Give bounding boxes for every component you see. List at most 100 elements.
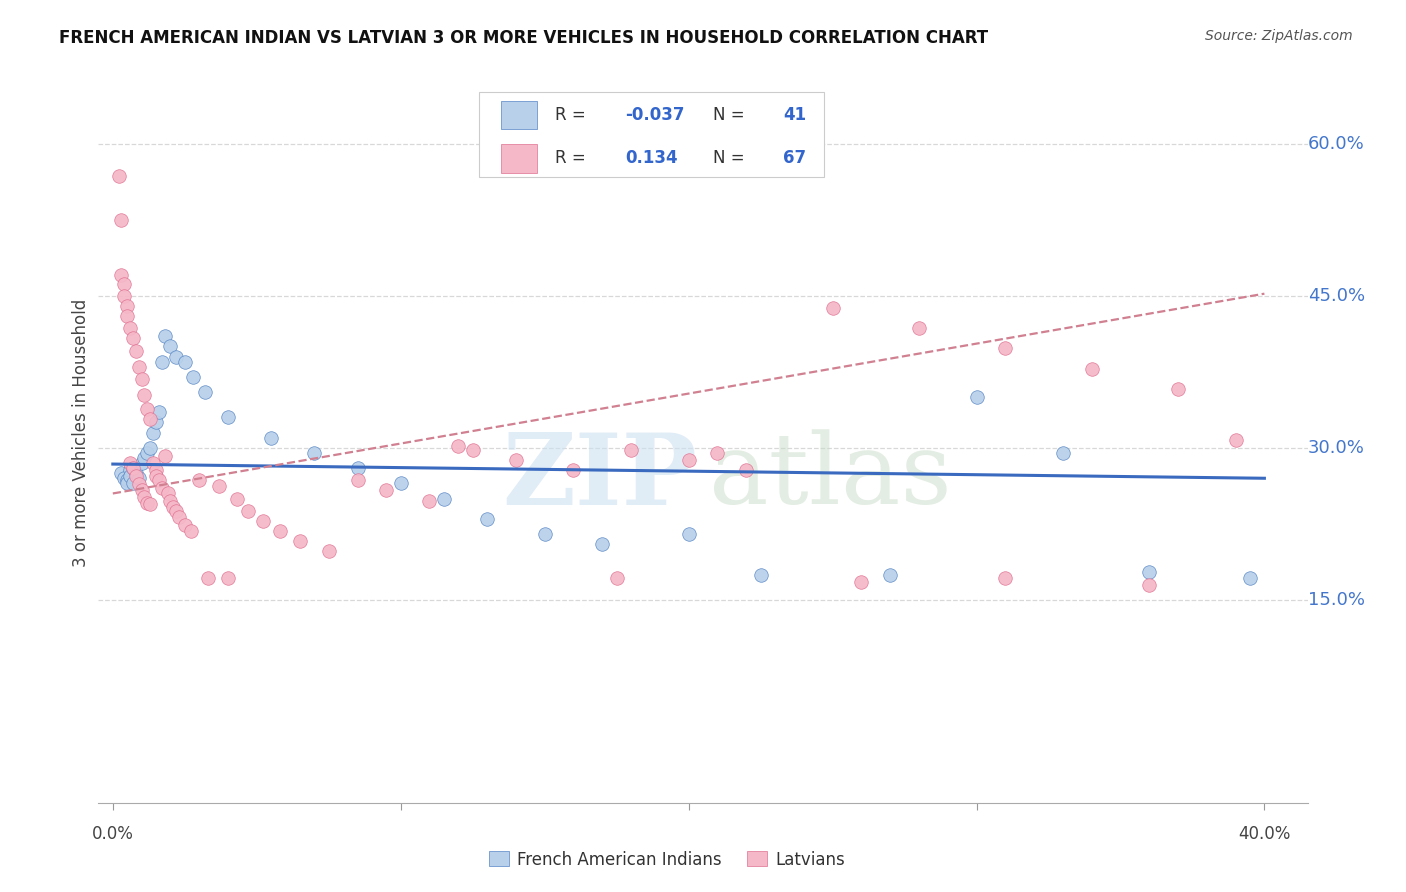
Text: N =: N = [713,106,749,124]
Point [706,446,728,460]
Point [236,504,259,518]
Point [217,410,239,425]
Point [821,301,844,315]
Point [148,405,170,419]
Point [461,442,484,457]
Point [142,456,165,470]
Point [165,350,187,364]
Point [1137,565,1160,579]
Point [148,473,170,487]
Point [162,500,184,514]
Point [1080,361,1102,376]
Point [620,442,643,457]
Point [128,359,150,374]
Text: N =: N = [713,150,749,168]
Text: Source: ZipAtlas.com: Source: ZipAtlas.com [1205,29,1353,44]
Point [139,497,162,511]
Point [128,477,150,491]
Point [188,473,211,487]
Point [115,473,138,487]
Point [150,354,173,368]
Text: 40.0%: 40.0% [1239,825,1291,843]
Point [153,449,176,463]
Point [606,571,628,585]
Point [136,495,159,509]
Text: ZIP: ZIP [502,428,697,525]
Point [194,385,217,400]
Point [159,493,181,508]
Point [115,476,138,491]
Point [120,469,142,483]
Point [125,344,148,359]
Text: atlas: atlas [709,429,952,524]
Point [120,456,142,470]
Point [125,469,148,483]
Point [145,463,167,477]
Point [142,425,165,440]
Point [131,483,153,498]
Point [153,329,176,343]
Text: 0.0%: 0.0% [91,825,134,843]
Text: R =: R = [555,106,592,124]
Point [110,466,132,480]
Point [115,299,138,313]
Point [1225,433,1247,447]
Point [131,456,153,470]
Text: R =: R = [555,150,592,168]
Point [112,277,135,291]
Point [1137,578,1160,592]
Point [167,509,190,524]
Point [1052,446,1074,460]
Point [112,289,135,303]
Point [136,446,159,460]
Point [389,476,412,491]
Point [139,412,162,426]
Point [318,544,340,558]
FancyBboxPatch shape [501,145,537,172]
Point [304,446,326,460]
Point [288,534,311,549]
Point [165,504,187,518]
Y-axis label: 3 or more Vehicles in Household: 3 or more Vehicles in Household [72,299,90,566]
Point [433,491,456,506]
Point [159,339,181,353]
Point [260,431,283,445]
Point [122,476,145,491]
Point [375,483,398,498]
Point [180,524,202,538]
Point [131,372,153,386]
Text: 15.0%: 15.0% [1308,591,1365,609]
Point [156,486,179,500]
Text: -0.037: -0.037 [626,106,685,124]
Point [128,471,150,485]
Point [252,514,274,528]
Point [145,416,167,430]
Point [134,388,156,402]
Point [1167,382,1189,396]
Point [475,512,498,526]
Text: FRENCH AMERICAN INDIAN VS LATVIAN 3 OR MORE VEHICLES IN HOUSEHOLD CORRELATION CH: FRENCH AMERICAN INDIAN VS LATVIAN 3 OR M… [59,29,988,47]
Point [749,567,772,582]
Legend: French American Indians, Latvians: French American Indians, Latvians [489,850,845,869]
Point [994,571,1017,585]
Text: 45.0%: 45.0% [1308,286,1365,305]
Point [136,402,159,417]
Point [269,524,291,538]
Point [879,567,901,582]
Point [122,461,145,475]
Text: 41: 41 [783,106,806,124]
Text: 60.0%: 60.0% [1308,135,1364,153]
Point [447,439,470,453]
Point [115,309,138,323]
FancyBboxPatch shape [479,92,824,178]
Point [346,473,368,487]
Point [851,574,873,589]
Point [197,571,219,585]
Point [125,466,148,480]
Point [591,537,613,551]
Point [966,390,988,404]
Point [120,463,142,477]
Point [208,479,231,493]
Point [346,461,368,475]
Point [678,527,700,541]
